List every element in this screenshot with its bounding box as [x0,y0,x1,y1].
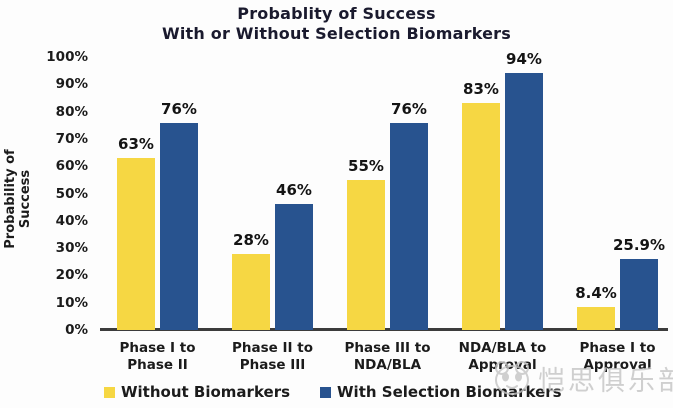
bar-without-biomarkers [347,179,385,330]
legend-item-without-biomarkers: Without Biomarkers [104,383,290,401]
bar-with-selection-biomarkers [505,73,543,330]
x-axis-category-label: Phase I to Phase II [119,340,196,373]
bar-value-label: 76% [391,99,427,118]
y-tick-label: 80% [55,103,88,120]
y-tick-label: 70% [55,130,88,147]
legend-label: With Selection Biomarkers [337,383,562,401]
x-axis-category-label: NDA/BLA to Approval [458,340,547,373]
y-tick-label: 10% [55,294,88,311]
legend-swatch-yellow [104,386,115,398]
y-tick-label: 20% [55,267,88,284]
bar-value-label: 94% [506,50,542,69]
y-tick-label: 40% [55,212,88,229]
bar-with-selection-biomarkers [620,259,658,330]
x-axis-category-label: Phase II to Phase III [232,340,313,373]
y-tick-label: 50% [55,185,88,202]
y-tick-label: 90% [55,76,88,93]
chart-title: Probablity of Success With or Without Se… [0,4,673,44]
bar-with-selection-biomarkers [160,122,198,330]
legend-item-with-selection-biomarkers: With Selection Biomarkers [320,383,562,401]
bar-without-biomarkers [117,158,155,330]
bar-value-label: 46% [276,181,312,200]
bar-value-label: 28% [233,230,269,249]
legend-label: Without Biomarkers [121,383,291,401]
chart-title-line2: With or Without Selection Biomarkers [162,24,511,43]
bar-value-label: 25.9% [612,236,666,255]
bar-value-label: 76% [161,99,197,118]
y-tick-label: 100% [46,49,88,65]
x-axis-category-label: Phase III to NDA/BLA [344,340,431,373]
chart-legend: Without Biomarkers With Selection Biomar… [104,383,562,401]
bar-value-label: 8.4% [575,284,617,303]
legend-swatch-blue [320,386,332,398]
chart-title-line1: Probablity of Success [237,4,436,23]
bar-without-biomarkers [232,253,270,330]
x-axis-category-label: Phase I to Approval [579,340,656,373]
bar-value-label: 55% [348,156,384,175]
bar-value-label: 63% [118,135,154,153]
bar-with-selection-biomarkers [275,204,313,330]
y-tick-label: 0% [65,322,88,338]
y-tick-label: 30% [55,240,88,257]
y-tick-label: 60% [55,158,88,175]
bar-without-biomarkers [462,103,500,330]
bar-with-selection-biomarkers [390,122,428,330]
bar-value-label: 83% [463,80,499,99]
bar-without-biomarkers [577,307,615,330]
